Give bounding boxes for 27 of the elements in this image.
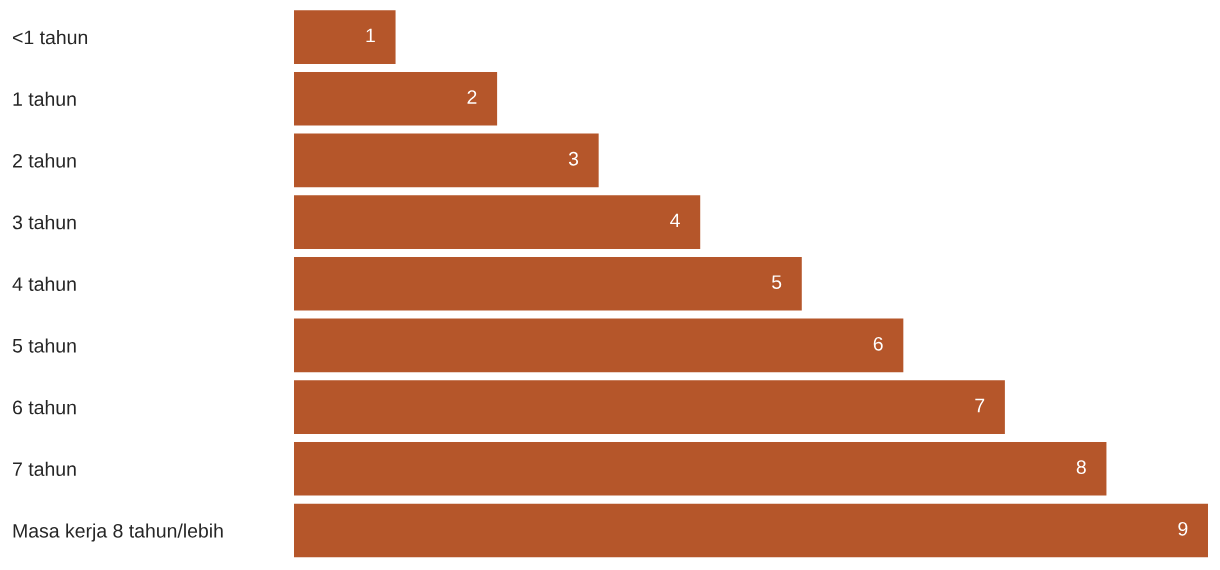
data-label: 2: [467, 90, 477, 104]
bar: [294, 256, 802, 311]
bar: [294, 71, 498, 126]
y-tick-label: 6 tahun: [13, 400, 76, 415]
data-label: 3: [568, 151, 579, 166]
data-label: 4: [670, 213, 680, 228]
data-label: 9: [1178, 521, 1188, 536]
bar: [294, 133, 599, 188]
y-tick-label: 5 tahun: [12, 338, 76, 353]
data-label: 7: [975, 398, 985, 413]
data-label: 5: [772, 275, 782, 289]
bar: [294, 503, 1208, 558]
bar: [294, 441, 1107, 496]
y-tick-label: <1 tahun: [13, 30, 88, 45]
bar: [294, 318, 904, 373]
y-tick-label: 1 tahun: [13, 91, 76, 106]
y-tick-label: 3 tahun: [12, 215, 76, 230]
bar: [294, 10, 396, 64]
y-tick-label: 7 tahun: [13, 461, 76, 477]
bar: [294, 195, 701, 249]
bar: [294, 380, 1005, 434]
y-tick-label: 2 tahun: [13, 153, 76, 168]
y-tick-label: Masa kerja 8 tahun/lebih: [13, 523, 223, 542]
y-tick-label: 4 tahun: [12, 276, 76, 291]
data-label: 8: [1076, 460, 1086, 475]
data-label: 1: [366, 28, 375, 43]
data-label: 6: [873, 336, 883, 351]
